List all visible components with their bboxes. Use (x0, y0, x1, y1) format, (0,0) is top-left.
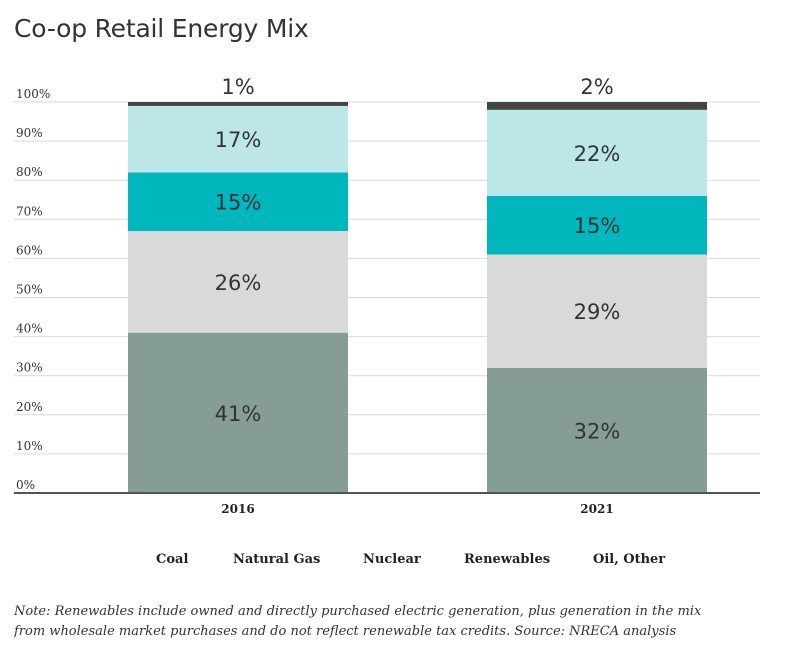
x-tick-label: 2016 (221, 502, 254, 516)
bar-segment-coal-2016 (128, 332, 348, 493)
chart-title: Co-op Retail Energy Mix (14, 14, 309, 43)
footnote-line-1: Note: Renewables include owned and direc… (14, 604, 702, 619)
data-label-natural-gas-2016: 26% (215, 271, 262, 295)
data-label-natural-gas-2021: 29% (574, 300, 621, 324)
bar-segment-oil-other-2016 (128, 105, 348, 173)
legend-item-renewables: Renewables (464, 552, 551, 567)
y-tick-label: 70% (16, 204, 43, 218)
data-label-oil-other-2016: 17% (215, 128, 262, 152)
data-label-nuclear-2021: 2% (580, 75, 613, 99)
footnote-line-2: from wholesale market purchases and do n… (14, 624, 677, 639)
legend-item-oil-other: Oil, Other (593, 552, 666, 567)
bar-segment-coal-2021 (487, 367, 707, 493)
x-tick-label: 2021 (580, 502, 613, 516)
legend-item-natural-gas: Natural Gas (233, 552, 321, 567)
y-tick-label: 0% (16, 478, 35, 492)
bar-segment-renewables-2016 (128, 172, 348, 232)
data-label-coal-2021: 32% (574, 419, 621, 443)
y-tick-label: 80% (16, 165, 43, 179)
x-axis-ticks: 2016 2021 (221, 502, 613, 516)
bar-segment-oil-other-2021 (487, 109, 707, 196)
data-label-nuclear-2016: 1% (221, 75, 254, 99)
y-tick-label: 10% (16, 439, 43, 453)
bars: 41% 26% 15% 17% 1% 32% 29% 15% 22% 2% (128, 75, 707, 493)
bar-segment-nuclear-2021 (487, 102, 707, 110)
data-label-oil-other-2021: 22% (574, 142, 621, 166)
data-label-renewables-2016: 15% (215, 191, 262, 215)
y-tick-label: 50% (16, 283, 43, 297)
y-tick-label: 30% (16, 361, 43, 375)
legend-item-coal: Coal (156, 552, 189, 567)
y-axis-ticks: 0% 10% 20% 30% 40% 50% 60% 70% 80% 90% 100% (16, 87, 50, 492)
bar-segment-nuclear-2016 (128, 102, 348, 106)
bar-segment-renewables-2021 (487, 195, 707, 255)
bar-segment-natural-gas-2021 (487, 254, 707, 368)
y-tick-label: 20% (16, 400, 43, 414)
legend-item-nuclear: Nuclear (363, 552, 421, 567)
data-label-renewables-2021: 15% (574, 214, 621, 238)
y-tick-label: 60% (16, 243, 43, 257)
data-label-coal-2016: 41% (215, 402, 262, 426)
bar-segment-natural-gas-2016 (128, 231, 348, 333)
y-tick-label: 40% (16, 322, 43, 336)
y-tick-label: 100% (16, 87, 50, 101)
footnote: Note: Renewables include owned and direc… (14, 602, 774, 642)
y-tick-label: 90% (16, 126, 43, 140)
